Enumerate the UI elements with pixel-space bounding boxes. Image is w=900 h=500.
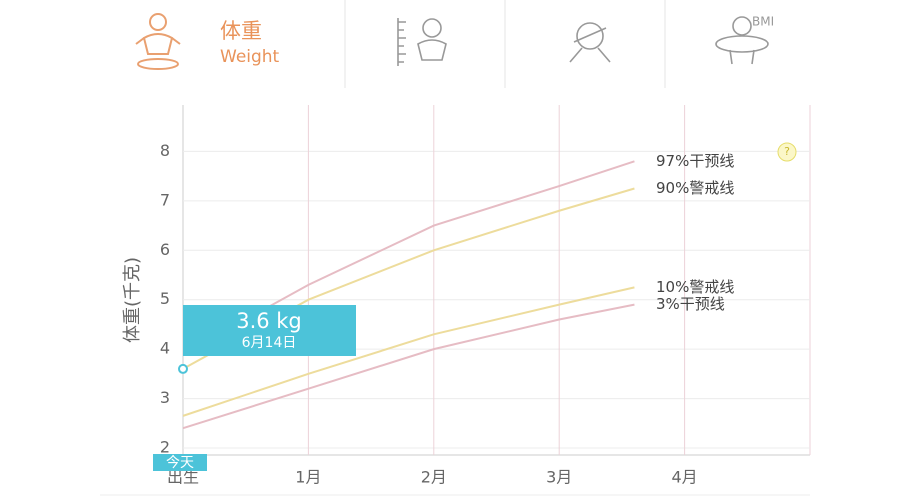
series-label: 10%警戒线: [656, 278, 734, 296]
series-label: 97%干预线: [656, 152, 734, 170]
tooltip-date: 6月14日: [242, 335, 297, 351]
height-icon[interactable]: [397, 18, 447, 66]
y-tick-label: 6: [160, 240, 170, 259]
tab-bar: 体重 Weight BMI: [135, 0, 774, 88]
tab-title[interactable]: 体重: [220, 19, 262, 43]
series-label: 3%干预线: [656, 295, 725, 313]
x-tick-label: 出生: [167, 468, 199, 487]
series-line: [182, 286, 635, 417]
y-tick-label: 3: [160, 388, 170, 407]
y-tick-label: 7: [160, 190, 170, 209]
x-tick-label: 4月: [672, 468, 698, 487]
data-point: [178, 363, 188, 374]
series-line: [182, 303, 635, 430]
y-tick-label: 2: [160, 438, 170, 457]
y-tick-label: 4: [160, 339, 170, 358]
head-icon[interactable]: [569, 22, 611, 63]
today-badge: [153, 454, 207, 471]
tooltip: [183, 305, 356, 357]
help-text[interactable]: ?: [784, 145, 790, 158]
tooltip-value: 3.6 kg: [236, 309, 302, 333]
x-tick-label: 1月: [295, 468, 321, 487]
series-label: 90%警戒线: [656, 179, 734, 197]
bmi-text: BMI: [752, 15, 774, 29]
plot: 2 3 4 5 6 7 8 出生 1月 2月 3月 4月 97%干预线 90%警戒线 10%警戒线3%干预线…: [153, 105, 810, 487]
today-text: 今天: [166, 455, 194, 471]
x-tick-label: 3月: [546, 468, 572, 487]
help-button[interactable]: [777, 142, 797, 162]
bmi-icon[interactable]: [715, 16, 769, 65]
y-tick-label: 5: [160, 289, 170, 308]
tab-subtitle[interactable]: Weight: [220, 47, 280, 67]
weight-icon[interactable]: [135, 13, 181, 70]
x-tick-label: 2月: [421, 468, 447, 487]
y-tick-label: 8: [160, 141, 170, 160]
y-axis-label: 体重(千克): [122, 257, 143, 343]
